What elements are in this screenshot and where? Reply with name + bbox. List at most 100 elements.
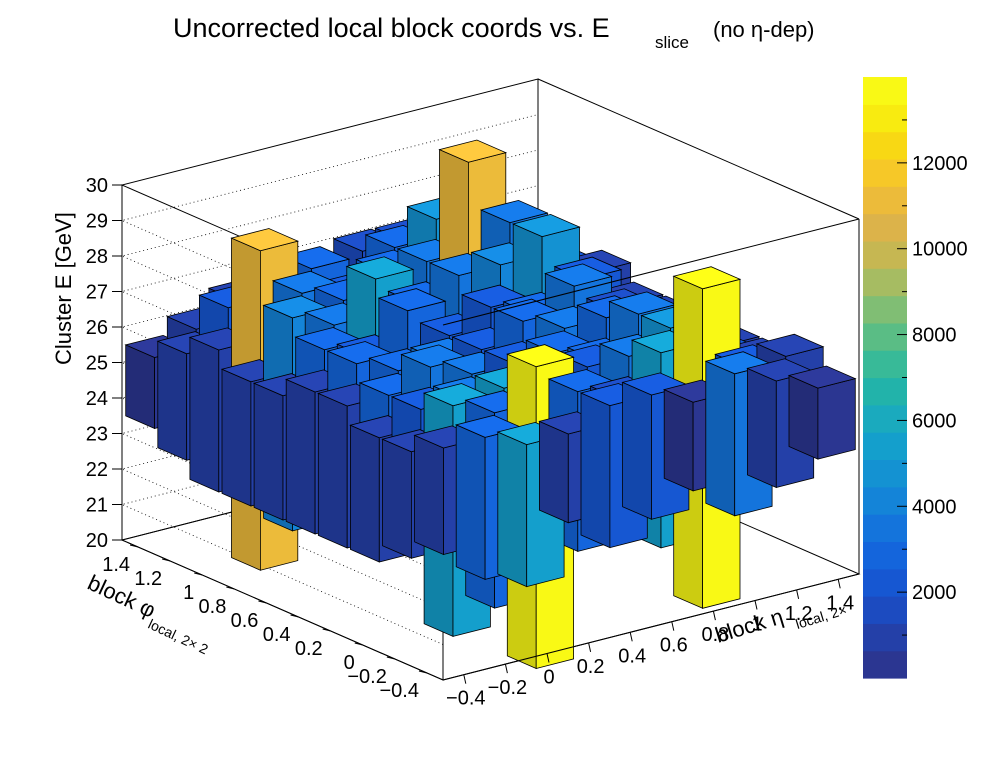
x-tick-mark: [463, 674, 467, 684]
x-tick-mark: [546, 653, 550, 663]
bar-side-face: [788, 374, 819, 460]
color-scale-segment: [863, 268, 907, 297]
color-scale-segment: [863, 131, 907, 160]
bar-side-face: [285, 378, 316, 535]
bar-top-face: [479, 199, 549, 224]
bar-side-face: [349, 424, 380, 563]
x-tick-label: 0: [543, 667, 554, 689]
x-tick-mark: [837, 579, 841, 589]
x-axis-ticks: −0.4 −0.2 0 0.2 0.4 0.6 0.8 1 1.2 1.4: [446, 579, 854, 710]
z-tick-label: 30: [86, 175, 108, 197]
y-axis-ticks: −0.4−0.20 0.20.40.60.81 1.21.4: [102, 544, 428, 702]
color-scale-segment: [863, 350, 907, 379]
bar-side-face: [157, 340, 188, 461]
color-scale-segment: [863, 295, 907, 324]
bar-side-face: [580, 392, 611, 549]
bar-side-face: [747, 367, 777, 489]
bar-side-face: [221, 368, 252, 507]
color-scale-segment: [863, 213, 907, 242]
y-tick-label: 0: [344, 652, 355, 674]
x-tick-label: −0.2: [488, 677, 527, 699]
y-tick-mark: [226, 586, 235, 590]
bar-top-face: [377, 288, 447, 312]
color-scale-ticks: 2000 4000 6000 8000 10000 12000: [897, 119, 968, 636]
color-scale-segment: [863, 541, 907, 570]
y-tick-mark: [418, 670, 428, 674]
y-tick-mark: [322, 628, 331, 632]
z-axis-ticks: 20 21 22 23 24 25 26 27 28 29 30: [86, 175, 123, 552]
y-tick-label: 0.8: [199, 596, 227, 618]
bar-side-face: [253, 382, 284, 521]
color-scale-segment: [863, 623, 907, 652]
z-tick-label: 22: [86, 459, 108, 481]
color-scale-segment: [863, 186, 907, 215]
x-tick-mark: [671, 621, 675, 631]
color-scale-tick-label: 8000: [912, 325, 957, 347]
bar-top-face: [608, 291, 678, 315]
frame-edge: [442, 573, 860, 681]
z-tick-label: 29: [86, 211, 108, 233]
bars-group: [124, 139, 857, 670]
y-tick-mark: [386, 656, 395, 660]
color-scale-segment: [863, 404, 907, 433]
color-scale-segment: [863, 514, 907, 543]
z-tick-label: 27: [86, 282, 108, 304]
bar-side-face: [455, 424, 486, 581]
bar: [787, 365, 857, 460]
bar-top-face: [438, 139, 508, 163]
bar-top-face: [755, 333, 825, 357]
chart-title-suffix: (no η-dep): [713, 17, 815, 42]
y-tick-label: −0.2: [347, 666, 386, 688]
color-scale-segment: [863, 377, 907, 406]
frame-edge: [537, 78, 860, 220]
bar-top-face: [511, 213, 581, 238]
y-axis-title-sub: local, 2× 2: [146, 616, 211, 658]
bar-side-face: [497, 431, 528, 588]
bar-side-face: [705, 360, 736, 517]
y-tick-mark: [354, 642, 363, 646]
chart-title: Uncorrected local block coords vs. E sli…: [173, 13, 815, 52]
bar-side-face: [125, 344, 156, 430]
y-tick-label: 1.4: [102, 554, 130, 576]
y-tick-mark: [258, 600, 267, 604]
x-tick-label: −0.4: [446, 688, 485, 710]
bar-top-face: [345, 256, 415, 280]
color-scale-segment: [863, 596, 907, 624]
bar-top-face: [506, 344, 575, 368]
z-tick-label: 28: [86, 246, 108, 268]
z-tick-label: 24: [86, 388, 108, 410]
x-axis-title-main: block η: [712, 603, 786, 647]
bar-side-face: [663, 388, 694, 492]
color-scale-segment: [863, 459, 907, 488]
axes-frame-front: [442, 78, 860, 681]
z-axis-title: Cluster E [GeV]: [51, 212, 76, 365]
color-scale-tick-label: 4000: [912, 496, 957, 518]
color-scale-segment: [863, 486, 907, 515]
color-scale-tick-label: 6000: [912, 410, 957, 432]
y-tick-label: 0.6: [231, 610, 259, 632]
y-tick-mark: [129, 544, 139, 548]
z-tick-label: 21: [86, 495, 108, 517]
color-scale-tick-label: 10000: [912, 239, 968, 261]
bar-top-face: [544, 263, 613, 287]
bar-side-face: [317, 392, 348, 549]
color-scale-segment: [863, 77, 907, 105]
color-scale-segment: [863, 650, 907, 679]
x-tick-label: 1: [751, 614, 762, 636]
y-tick-mark: [162, 558, 171, 562]
bar-side-face: [414, 434, 444, 556]
y-tick-label: 0.2: [295, 638, 323, 660]
y-tick-mark: [194, 572, 203, 576]
x-tick-label: 0.6: [660, 635, 688, 657]
bar-top-face: [672, 266, 742, 290]
z-tick-label: 20: [86, 530, 108, 552]
x-tick-mark: [796, 589, 800, 600]
bar-top-face: [230, 228, 300, 252]
x-tick-label: 0.4: [618, 645, 646, 667]
color-scale-segment: [863, 104, 907, 133]
color-scale-tick-label: 12000: [912, 153, 968, 175]
color-scale-segment: [863, 158, 907, 187]
x-tick-label: 1.2: [785, 603, 813, 625]
